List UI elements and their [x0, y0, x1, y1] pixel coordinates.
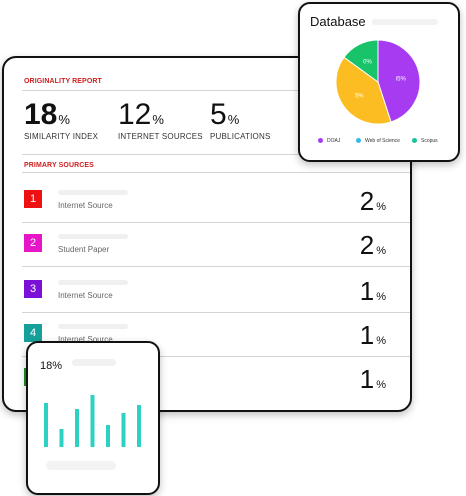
legend-label: Scopus: [421, 138, 438, 144]
redacted-source-name: [58, 324, 128, 329]
pie-slice-label: i5%: [396, 76, 407, 82]
pie-slice-label: 0%: [363, 59, 372, 65]
stat-similarity-index: 18% SIMILARITY INDEX: [24, 98, 99, 142]
source-share: 1%: [359, 320, 386, 350]
database-title: Database: [310, 14, 366, 29]
redacted-text: [72, 359, 116, 366]
bar: [59, 429, 64, 447]
source-type: Internet Source: [58, 201, 113, 210]
bar: [121, 413, 126, 447]
similarity-trend-card: 18%: [26, 341, 160, 495]
legend-label: Web of Science: [365, 138, 400, 144]
redacted-source-name: [58, 190, 128, 195]
legend-item-web-of-science: Web of Science: [356, 138, 400, 144]
bar: [106, 425, 110, 447]
stat-unit: %: [227, 112, 240, 127]
source-index-badge: 4: [24, 324, 42, 342]
pie-slice-doaj: [377, 39, 421, 123]
database-pie-chart: i5% 5% 0%: [335, 39, 421, 125]
source-type: Internet Source: [58, 335, 113, 344]
source-type: Student Paper: [58, 245, 110, 254]
redacted-text: [372, 19, 438, 25]
source-index-badge: 1: [24, 190, 42, 208]
stat-label: SIMILARITY INDEX: [24, 132, 99, 141]
source-row[interactable]: 1 Internet Source 2%: [22, 184, 410, 228]
stat-label: PUBLICATIONS: [210, 132, 271, 141]
divider: [22, 356, 410, 357]
redacted-source-name: [58, 234, 128, 239]
redacted-text: [46, 461, 116, 470]
divider: [22, 154, 410, 155]
source-row[interactable]: 3 Internet Source 1%: [22, 274, 410, 318]
stat-unit: %: [152, 112, 164, 127]
divider: [22, 222, 410, 223]
similarity-percent: 18%: [40, 360, 63, 372]
source-row[interactable]: 4 Internet Source 1%: [22, 318, 410, 362]
stat-unit: %: [58, 112, 70, 127]
source-share: 2%: [359, 186, 386, 216]
divider: [22, 312, 410, 313]
source-share: 1%: [359, 276, 386, 306]
source-share: 2%: [359, 230, 386, 260]
redacted-source-name: [58, 280, 128, 285]
originality-report-heading: ORIGINALITY REPORT: [24, 78, 102, 85]
database-card: Database i5% 5% 0% DOAJ Web of Science Sco…: [298, 2, 460, 162]
legend-swatch: [318, 138, 323, 144]
stat-value: 12: [118, 98, 152, 131]
divider: [22, 90, 410, 91]
bar: [137, 405, 141, 447]
similarity-bar-chart: [44, 395, 141, 447]
legend-swatch: [356, 138, 361, 144]
legend-label: DOAJ: [327, 138, 341, 144]
source-row[interactable]: 2 Student Paper 2%: [22, 228, 410, 272]
pie-slice-label: 5%: [355, 94, 364, 100]
legend-swatch: [412, 138, 417, 144]
divider: [22, 172, 410, 173]
stat-label: INTERNET SOURCES: [118, 132, 203, 141]
source-index-badge: 2: [24, 234, 42, 252]
stat-internet-sources: 12% INTERNET SOURCES: [118, 98, 203, 142]
bar: [90, 395, 95, 447]
stat-publications: 5% PUBLICATIONS: [210, 98, 271, 142]
legend-item-doaj: DOAJ: [318, 138, 340, 144]
bar: [44, 403, 48, 447]
stat-value: 18: [24, 98, 58, 131]
stat-value: 5: [210, 98, 227, 131]
source-share: 1%: [359, 364, 386, 394]
source-index-badge: 3: [24, 280, 42, 298]
pie-slice-scopus: [343, 39, 379, 83]
source-type: Internet Source: [58, 291, 113, 300]
primary-sources-heading: PRIMARY SOURCES: [24, 162, 94, 169]
legend-item-scopus: Scopus: [412, 138, 438, 144]
pie-slice-web-of-science: [335, 56, 392, 125]
bar: [75, 409, 79, 447]
divider: [22, 266, 410, 267]
